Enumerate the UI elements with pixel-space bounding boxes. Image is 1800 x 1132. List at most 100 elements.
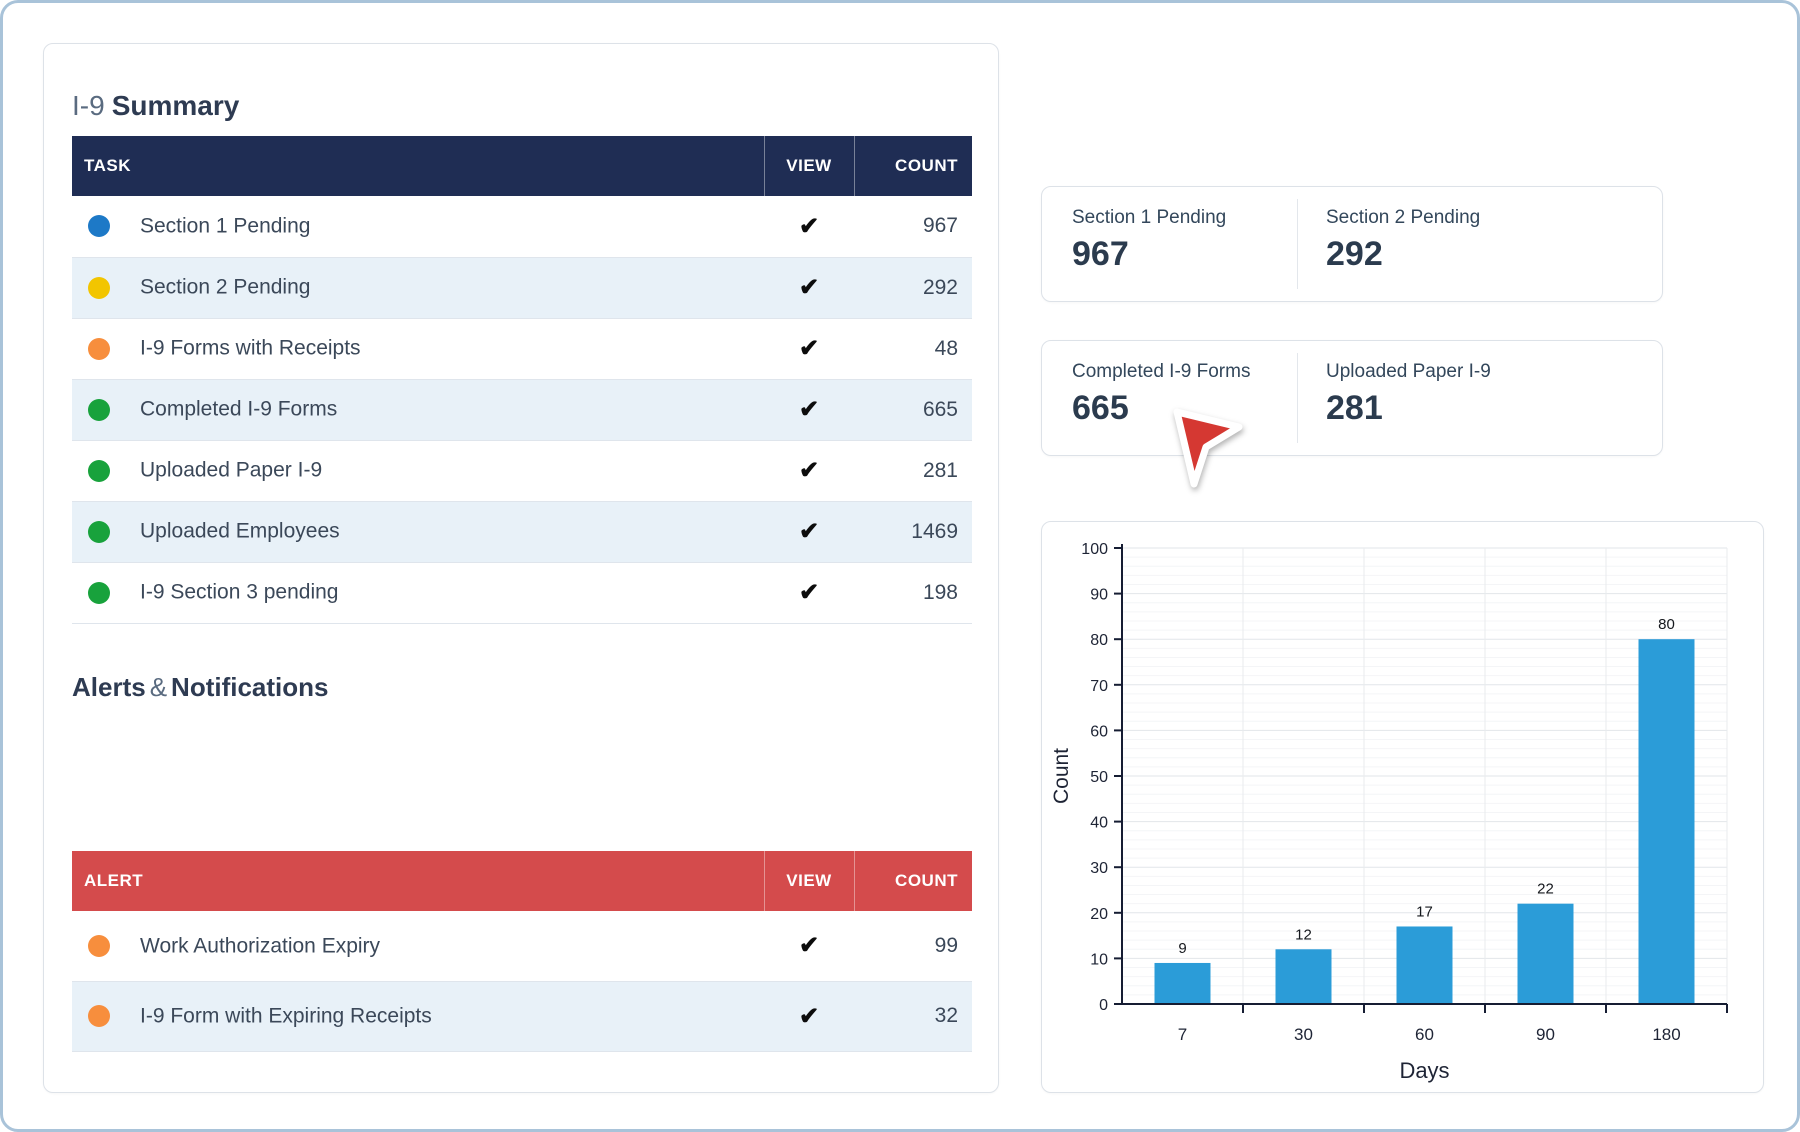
row-label: I-9 Section 3 pending <box>140 580 339 604</box>
status-dot <box>88 398 110 421</box>
bar-value-label: 80 <box>1658 616 1675 633</box>
cursor-pointer-icon <box>1173 408 1243 488</box>
bar-value-label: 17 <box>1416 903 1433 920</box>
summary-task-row: Uploaded Employees ✔ 1469 <box>72 501 972 563</box>
view-check-icon[interactable]: ✔ <box>798 932 820 960</box>
count-value: 198 <box>854 562 972 624</box>
bar-90-days[interactable] <box>1517 903 1574 1004</box>
alert-row: Work Authorization Expiry ✔ 99 <box>72 911 972 982</box>
stat-label: Uploaded Paper I-9 <box>1326 361 1491 382</box>
bar-value-label: 9 <box>1178 940 1186 957</box>
status-dot <box>88 459 110 482</box>
view-check-icon[interactable]: ✔ <box>798 579 820 606</box>
alerts-title-part2: Notifications <box>171 672 329 702</box>
bar-60-days[interactable] <box>1396 926 1453 1004</box>
y-tick-label: 20 <box>1090 906 1108 923</box>
y-tick-label: 90 <box>1090 587 1108 604</box>
summary-header-task: TASK <box>72 136 765 196</box>
y-tick-label: 50 <box>1090 769 1108 786</box>
count-value: 281 <box>854 440 972 502</box>
view-check-icon[interactable]: ✔ <box>798 274 820 301</box>
summary-task-row: I-9 Forms with Receipts ✔ 48 <box>72 318 972 380</box>
status-dot <box>88 581 110 604</box>
x-tick-label: 90 <box>1536 1025 1555 1044</box>
count-value: 665 <box>854 379 972 441</box>
count-value: 1469 <box>854 501 972 563</box>
view-check-icon[interactable]: ✔ <box>798 212 820 240</box>
row-label: Work Authorization Expiry <box>140 933 381 957</box>
row-label: I-9 Forms with Receipts <box>140 336 361 360</box>
y-tick-label: 0 <box>1099 997 1108 1014</box>
status-dot <box>88 276 110 299</box>
summary-title-main: Summary <box>111 90 240 121</box>
y-tick-label: 70 <box>1090 678 1108 695</box>
alert-row: I-9 Form with Expiring Receipts ✔ 32 <box>72 981 972 1052</box>
stat-cell-section1-pending[interactable]: Section 1 Pending 967 <box>1042 199 1298 289</box>
stat-cell-completed-i9-forms[interactable]: Completed I-9 Forms 665 <box>1042 353 1298 443</box>
row-label: Section 2 Pending <box>140 275 311 299</box>
bar-value-label: 22 <box>1537 881 1554 898</box>
stat-value: 967 <box>1072 235 1129 273</box>
x-tick-label: 30 <box>1294 1025 1313 1044</box>
stat-cell-uploaded-paper-i9[interactable]: Uploaded Paper I-9 281 <box>1298 341 1662 455</box>
alerts-header-count: COUNT <box>854 851 972 911</box>
summary-header-view: VIEW <box>764 136 855 196</box>
count-value: 32 <box>854 981 972 1052</box>
y-tick-label: 80 <box>1090 632 1108 649</box>
x-tick-label: 60 <box>1415 1025 1434 1044</box>
summary-table: TASK VIEW COUNT Section 1 Pending ✔ 967 Sec… <box>72 136 972 624</box>
summary-task-row: Uploaded Paper I-9 ✔ 281 <box>72 440 972 502</box>
row-label: I-9 Form with Expiring Receipts <box>140 1004 432 1028</box>
x-tick-label: 180 <box>1652 1025 1680 1044</box>
status-dot <box>88 1005 110 1028</box>
view-check-icon[interactable]: ✔ <box>798 1002 820 1030</box>
view-check-icon[interactable]: ✔ <box>798 457 820 484</box>
x-tick-label: 7 <box>1178 1025 1187 1044</box>
bar-7-days[interactable] <box>1154 962 1211 1004</box>
y-tick-label: 100 <box>1081 541 1108 558</box>
view-check-icon[interactable]: ✔ <box>798 518 820 545</box>
row-label: Uploaded Paper I-9 <box>140 458 323 482</box>
y-tick-label: 40 <box>1090 815 1108 832</box>
count-value: 48 <box>854 318 972 380</box>
bar-value-label: 12 <box>1295 926 1312 943</box>
stat-cell-section2-pending[interactable]: Section 2 Pending 292 <box>1298 187 1662 301</box>
stat-label: Section 1 Pending <box>1072 207 1227 228</box>
stat-card-completed-uploaded: Completed I-9 Forms 665 Uploaded Paper I… <box>1041 340 1663 456</box>
view-check-icon[interactable]: ✔ <box>798 335 820 362</box>
count-value: 99 <box>854 911 972 982</box>
summary-task-row: Section 1 Pending ✔ 967 <box>72 196 972 258</box>
alerts-header-view: VIEW <box>764 851 855 911</box>
summary-title: I-9 Summary <box>72 90 239 122</box>
bar-180-days[interactable] <box>1638 639 1695 1004</box>
stat-value: 292 <box>1326 235 1383 273</box>
summary-table-header-row: TASK VIEW COUNT <box>72 136 972 196</box>
y-tick-label: 60 <box>1090 723 1108 740</box>
row-label: Uploaded Employees <box>140 519 340 543</box>
count-value: 292 <box>854 257 972 319</box>
stat-value: 281 <box>1326 389 1383 427</box>
status-dot <box>88 520 110 543</box>
alerts-table: ALERT VIEW COUNT Work Authorization Expi… <box>72 851 972 1052</box>
alerts-title: Alerts & Notifications <box>72 672 329 703</box>
view-check-icon[interactable]: ✔ <box>798 396 820 423</box>
status-dot <box>88 934 110 957</box>
i9-summary-card: I-9 Summary TASK VIEW COUNT Section 1 Pen… <box>43 43 999 1093</box>
x-axis-label: Days <box>1399 1058 1449 1083</box>
stat-card-sections-pending: Section 1 Pending 967 Section 2 Pending … <box>1041 186 1663 302</box>
status-dot <box>88 337 110 360</box>
row-label: Completed I-9 Forms <box>140 397 338 421</box>
summary-task-row: Section 2 Pending ✔ 292 <box>72 257 972 319</box>
summary-header-count: COUNT <box>854 136 972 196</box>
bar-30-days[interactable] <box>1275 949 1332 1004</box>
alerts-header-alert: ALERT <box>72 851 765 911</box>
summary-title-prefix: I-9 <box>72 90 105 121</box>
alerts-title-part1: Alerts <box>72 672 146 702</box>
y-tick-label: 10 <box>1090 951 1108 968</box>
summary-task-row: Completed I-9 Forms ✔ 665 <box>72 379 972 441</box>
stat-value: 665 <box>1072 389 1129 427</box>
y-tick-label: 30 <box>1090 860 1108 877</box>
expiry-bar-chart-card: 9 12 17 22 80 0 10 20 30 40 50 60 70 80 90 100 7 30 60 90 18… <box>1041 521 1764 1093</box>
stat-label: Section 2 Pending <box>1326 207 1481 228</box>
